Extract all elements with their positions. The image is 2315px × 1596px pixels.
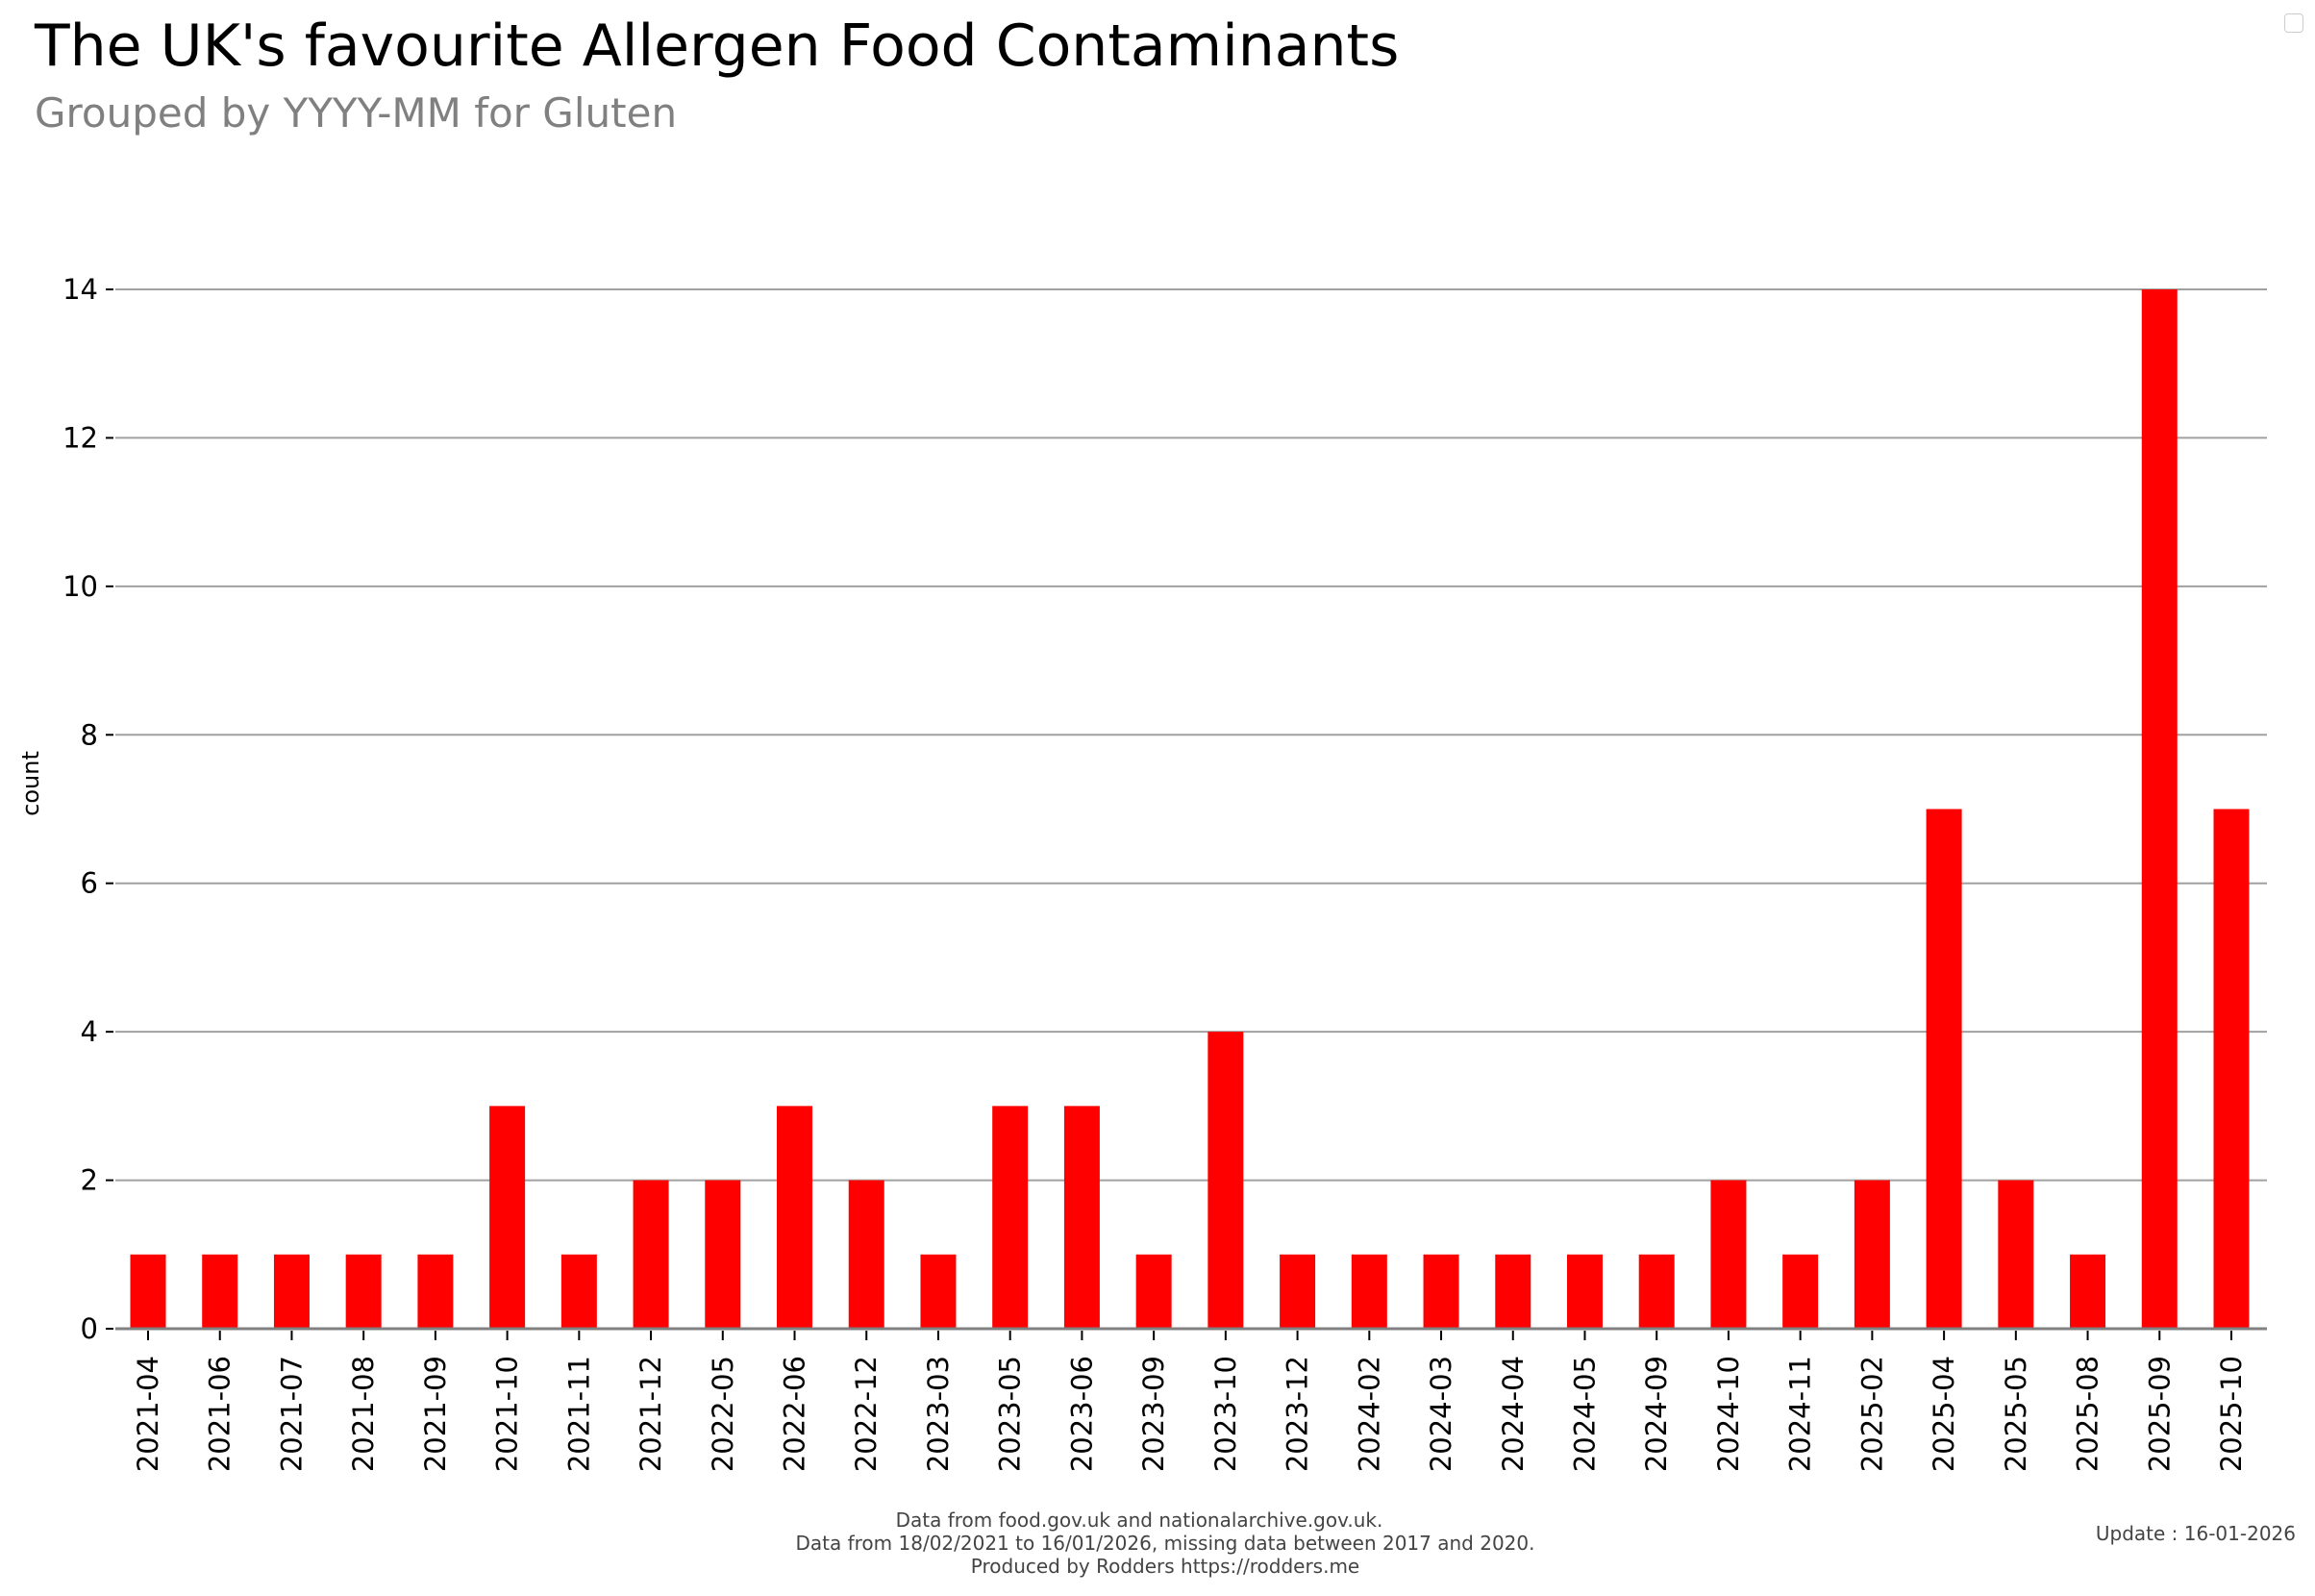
bar-2022-12: [848, 1180, 884, 1329]
y-tick-label: 2: [81, 1164, 98, 1197]
bar-2024-03: [1423, 1254, 1459, 1329]
bar-2023-12: [1280, 1254, 1316, 1329]
x-tick-label: 2023-03: [922, 1356, 955, 1472]
legend-toggle-checkbox[interactable]: [2284, 13, 2303, 33]
bar-2025-09: [2141, 289, 2178, 1329]
x-tick-label: 2021-06: [204, 1356, 236, 1472]
x-tick-label: 2023-09: [1137, 1356, 1170, 1472]
bar-2025-02: [1854, 1180, 1890, 1329]
x-tick-label: 2024-02: [1353, 1356, 1385, 1472]
x-tick-label: 2025-02: [1855, 1356, 1888, 1472]
bar-2023-10: [1207, 1032, 1244, 1329]
bar-2023-05: [992, 1106, 1029, 1329]
bar-2025-05: [1998, 1180, 2034, 1329]
x-tick-label: 2021-12: [635, 1356, 667, 1472]
x-tick-label: 2024-09: [1640, 1356, 1673, 1472]
x-tick-label: 2025-04: [1928, 1356, 1960, 1472]
footer-date-range: Data from 18/02/2021 to 16/01/2026, miss…: [796, 1532, 1535, 1555]
x-tick-label: 2025-05: [2000, 1356, 2032, 1472]
y-tick-label: 4: [81, 1015, 98, 1048]
update-date: Update : 16-01-2026: [2096, 1522, 2296, 1545]
bar-2025-10: [2213, 809, 2250, 1329]
bar-2024-05: [1566, 1254, 1603, 1329]
bar-2025-08: [2070, 1254, 2106, 1329]
y-tick-label: 12: [62, 421, 98, 454]
x-tick-label: 2023-10: [1209, 1356, 1242, 1472]
x-tick-label: 2025-09: [2143, 1356, 2176, 1472]
y-tick-label: 10: [62, 570, 98, 603]
y-axis-label: count: [17, 751, 44, 816]
x-tick-label: 2021-10: [491, 1356, 524, 1472]
bar-2021-04: [130, 1254, 166, 1329]
x-tick-label: 2022-06: [779, 1356, 811, 1472]
bar-2021-09: [417, 1254, 454, 1329]
x-tick-label: 2021-09: [419, 1356, 452, 1472]
x-tick-label: 2022-05: [707, 1356, 739, 1472]
y-tick-label: 8: [81, 718, 98, 751]
x-tick-label: 2021-04: [132, 1356, 164, 1472]
bar-2021-11: [560, 1254, 597, 1329]
x-tick-label: 2025-10: [2215, 1356, 2248, 1472]
bar-2022-06: [777, 1106, 813, 1329]
bar-2024-10: [1710, 1180, 1747, 1329]
x-tick-label: 2023-12: [1282, 1356, 1314, 1472]
x-tick-label: 2023-06: [1065, 1356, 1098, 1472]
bar-2021-12: [633, 1180, 669, 1329]
chart-title: The UK's favourite Allergen Food Contami…: [34, 12, 1399, 80]
bar-2023-09: [1135, 1254, 1172, 1329]
x-tick-label: 2021-11: [562, 1356, 595, 1472]
y-tick-label: 14: [62, 273, 98, 306]
x-tick-label: 2022-12: [850, 1356, 883, 1472]
bar-2024-09: [1638, 1254, 1675, 1329]
bar-2021-06: [202, 1254, 238, 1329]
x-tick-label: 2025-08: [2072, 1356, 2104, 1472]
chart-subtitle: Grouped by YYYY-MM for Gluten: [35, 89, 677, 137]
x-tick-label: 2023-05: [994, 1356, 1027, 1472]
footer-source: Data from food.gov.uk and nationalarchiv…: [896, 1509, 1383, 1532]
x-tick-label: 2024-05: [1568, 1356, 1601, 1472]
x-tick-label: 2024-03: [1425, 1356, 1457, 1472]
bar-2024-04: [1495, 1254, 1531, 1329]
bar-2024-02: [1351, 1254, 1387, 1329]
bar-2021-08: [345, 1254, 382, 1329]
bar-2021-10: [489, 1106, 526, 1329]
bar-2023-03: [920, 1254, 957, 1329]
bar-2024-11: [1782, 1254, 1819, 1329]
x-tick-label: 2021-07: [275, 1356, 308, 1472]
y-tick-label: 6: [81, 867, 98, 900]
bar-2021-07: [273, 1254, 310, 1329]
footer-credit: Produced by Rodders https://rodders.me: [971, 1555, 1359, 1578]
x-tick-label: 2024-04: [1497, 1356, 1530, 1472]
y-tick-label: 0: [81, 1312, 98, 1345]
bar-2023-06: [1063, 1106, 1100, 1329]
bar-2025-04: [1926, 809, 1962, 1329]
x-tick-label: 2021-08: [347, 1356, 380, 1472]
x-tick-label: 2024-11: [1784, 1356, 1817, 1472]
x-tick-label: 2024-10: [1712, 1356, 1745, 1472]
bar-2022-05: [705, 1180, 741, 1329]
